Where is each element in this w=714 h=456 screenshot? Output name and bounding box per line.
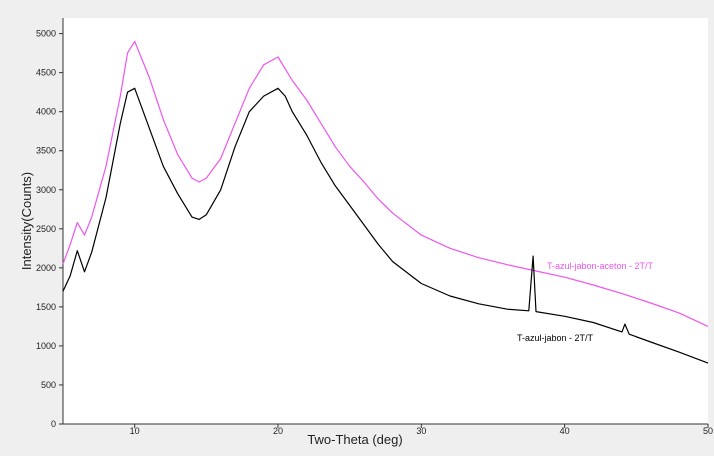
y-tick-label: 4500 [36,68,56,78]
y-axis-ticks: 0 500 1000 1500 2000 2500 3000 3500 4000 4500 5000 [36,29,63,429]
y-tick-label: 1000 [36,341,56,351]
y-tick-label: 1500 [36,302,56,312]
y-tick-label: 4000 [36,107,56,117]
plot-area [63,18,708,424]
x-axis-ticks: 10 20 30 40 50 [130,424,713,436]
y-tick-label: 3500 [36,146,56,156]
y-tick-label: 2000 [36,263,56,273]
x-tick-label: 20 [273,426,283,436]
y-tick-label: 500 [41,380,56,390]
x-tick-label: 10 [130,426,140,436]
y-tick-label: 3000 [36,185,56,195]
series-label-jabon: T-azul-jabon - 2T/T [517,333,594,343]
y-tick-label: 0 [51,419,56,429]
y-axis-title: Intensity(Counts) [19,172,34,270]
x-tick-label: 30 [416,426,426,436]
x-axis-title: Two-Theta (deg) [307,432,402,447]
x-tick-label: 50 [703,426,713,436]
y-tick-label: 5000 [36,29,56,39]
series-label-aceton: T-azul-jabon-aceton - 2T/T [547,261,654,271]
y-tick-label: 2500 [36,224,56,234]
x-tick-label: 40 [560,426,570,436]
